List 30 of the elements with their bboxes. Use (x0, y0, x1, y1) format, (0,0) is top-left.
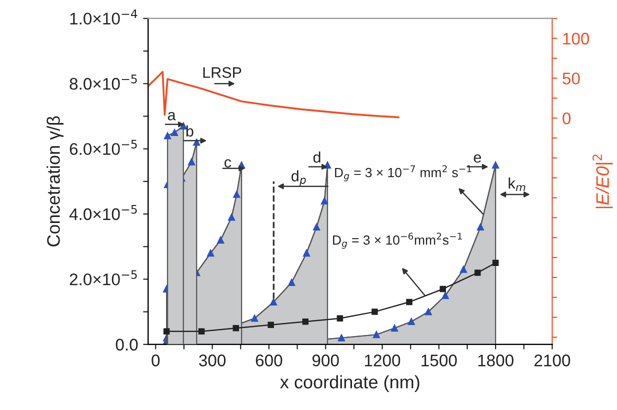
y-tick-label: 1.0×10$^{−4}$ (70, 9, 138, 25)
x-tick-label: 900 (312, 354, 339, 366)
annotation: c (224, 159, 232, 168)
y2-axis-title: |E/E0|$^{2}$ (592, 154, 613, 208)
x-tick-label: 600 (256, 354, 282, 366)
y-tick-label: 0.0 (116, 338, 138, 351)
annotation: k$_{m}$ (508, 177, 526, 192)
annotation: LRSP (203, 67, 242, 78)
annotation: e (474, 154, 482, 163)
y-tick-label: 6.0×10$^{−5}$ (70, 140, 137, 155)
x-tick-label: 300 (199, 354, 226, 366)
x-tick-label: 1500 (422, 354, 457, 366)
x-tick-label: 2100 (534, 354, 570, 366)
y2-tick-label: 0 (562, 112, 571, 124)
annotation: d$_{p}$ (292, 170, 306, 186)
annotation: d (313, 151, 320, 163)
x-tick-label: 1200 (364, 354, 400, 366)
y-tick-label: 4.0×10$^{−5}$ (69, 205, 137, 220)
annotation: a (168, 112, 176, 120)
x-tick-label: 0 (152, 354, 160, 366)
y-axis-title: Concetration γ/β (46, 116, 64, 246)
y-tick-label: 8.0×10$^{−5}$ (70, 74, 137, 90)
y2-tick-label: 50 (562, 72, 580, 84)
annotation: D$_{g}$ = 3 × 10$^{−7}$ mm$^{2}$ s$^{−1}$ (335, 165, 472, 182)
annotation: b (186, 125, 194, 137)
x-tick-label: 1800 (478, 354, 514, 366)
y-tick-label: 2.0×10$^{−5}$ (70, 270, 137, 286)
x-axis-title: x coordinate (nm) (280, 375, 420, 392)
annotation: D$_{g}$ = 3 × 10$^{−6}$mm$^{2}$s$^{−1}$ (333, 232, 462, 249)
y2-tick-label: 100 (563, 32, 590, 45)
